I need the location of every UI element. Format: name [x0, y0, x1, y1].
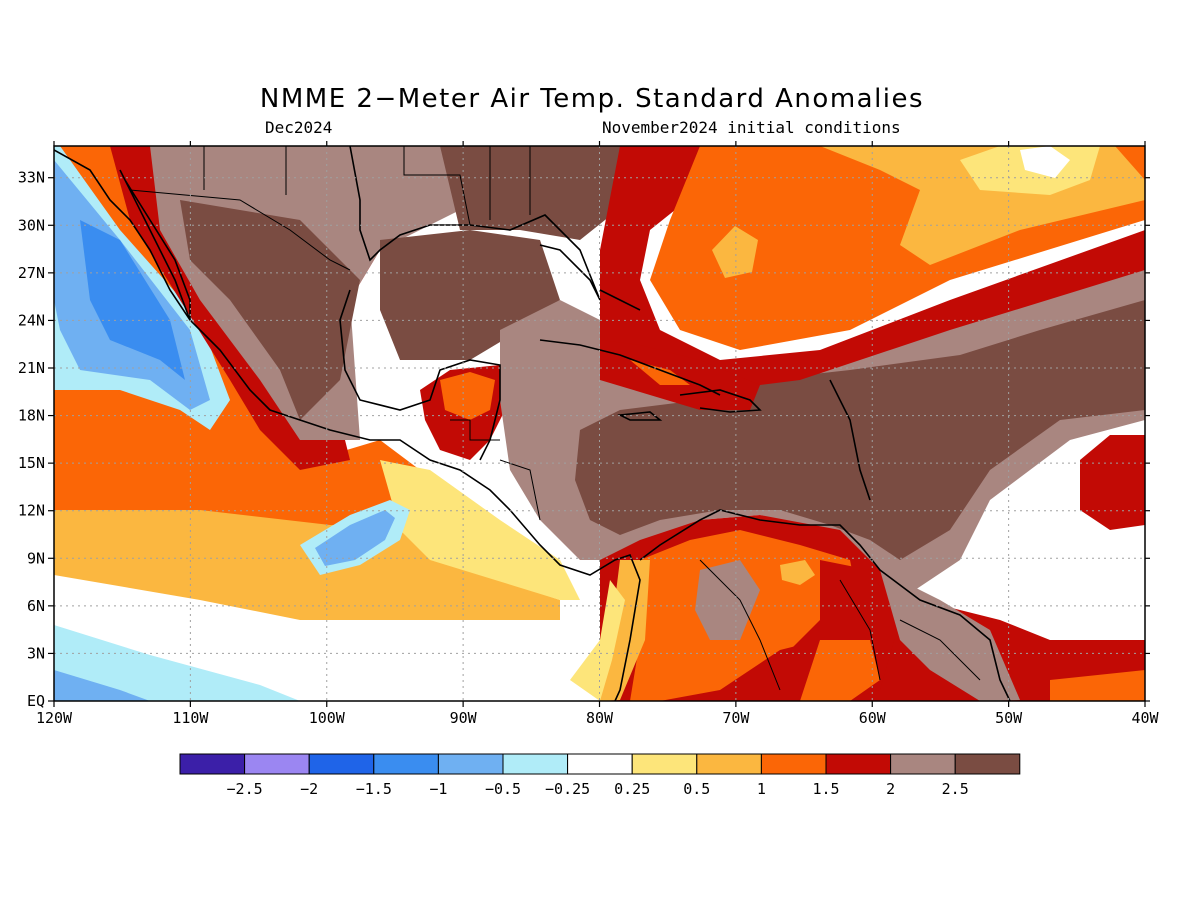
- pacific-blue-blob: [315, 510, 395, 566]
- yucatan-orange-region: [440, 372, 495, 420]
- legend-label: −1.5: [356, 780, 392, 798]
- amazon-orange-region: [800, 640, 880, 701]
- southwest-blue-band: [54, 670, 150, 701]
- mexico-dark-brown-region: [180, 200, 360, 420]
- legend-label: 0.25: [614, 780, 650, 798]
- us-dark-brown-region: [440, 146, 630, 240]
- lon-tick-label: 100W: [309, 709, 346, 727]
- lat-tick-label: 24N: [18, 311, 45, 329]
- legend-color-box: [631, 753, 698, 775]
- lat-tick-label: 9N: [27, 549, 45, 567]
- baja-coast-dark-blue-region: [80, 220, 185, 380]
- lat-tick-label: EQ: [27, 692, 45, 710]
- legend-color-box: [244, 753, 310, 775]
- lon-tick-label: 50W: [995, 709, 1023, 727]
- legend-color-box: [308, 753, 375, 775]
- lon-tick-label: 60W: [859, 709, 887, 727]
- caribbean-dark-brown-region: [575, 300, 1145, 560]
- map-title: NMME 2−Meter Air Temp. Standard Anomalie…: [259, 84, 925, 114]
- legend-label: 2.5: [942, 780, 969, 798]
- lat-tick-label: 6N: [27, 597, 45, 615]
- antilles-red-region: [600, 340, 760, 410]
- lat-tick-label: 33N: [18, 169, 45, 187]
- guianas-gray-region: [880, 570, 1020, 701]
- initial-conditions-label: November2024 initial conditions: [602, 118, 901, 137]
- legend-color-box: [760, 753, 827, 775]
- lat-tick-label: 3N: [27, 644, 45, 662]
- southwest-cool-band: [54, 625, 300, 701]
- orinoco-light-orange-blob: [780, 560, 815, 585]
- lat-tick-label: 21N: [18, 359, 45, 377]
- lat-tick-label: 18N: [18, 407, 45, 425]
- color-legend: −2.5 −2 −1.5 −1 −0.5 −0.25 0.25 0.5 1 1.5 2 2.5: [179, 753, 1021, 798]
- legend-color-box: [567, 753, 633, 775]
- legend-label: −1: [429, 780, 447, 798]
- colombia-yellow-strip: [570, 580, 625, 701]
- map-axes: 120W 110W 100W 90W 80W 70W 60W 50W 40W EQ 3N 6N 9N 12…: [18, 141, 1160, 727]
- legend-color-box: [179, 753, 246, 775]
- antilles-orange-region: [630, 360, 690, 385]
- lon-tick-label: 40W: [1131, 709, 1159, 727]
- atlantic-light-orange-blob: [712, 226, 758, 278]
- legend-color-box: [954, 753, 1021, 775]
- legend-label: 0.5: [683, 780, 710, 798]
- legend-label: 2: [886, 780, 895, 798]
- legend-color-box: [373, 753, 439, 775]
- lon-tick-label: 90W: [450, 709, 478, 727]
- lat-lon-grid: [54, 146, 1145, 701]
- legend-color-box: [696, 753, 762, 775]
- lat-tick-label: 30N: [18, 216, 45, 234]
- lon-tick-label: 120W: [36, 709, 73, 727]
- east-atlantic-red-blob: [1080, 435, 1145, 530]
- legend-color-box: [825, 753, 892, 775]
- country-borders: [129, 146, 981, 691]
- lon-tick-label: 70W: [722, 709, 750, 727]
- lat-tick-label: 12N: [18, 502, 45, 520]
- legend-color-box: [437, 753, 504, 775]
- lon-tick-label: 110W: [172, 709, 209, 727]
- atlantic-white-spot: [1020, 146, 1070, 178]
- legend-label: 1: [757, 780, 766, 798]
- legend-color-box: [502, 753, 569, 775]
- south-atlantic-orange-region: [1050, 670, 1145, 701]
- pacific-yellow-strip: [380, 460, 580, 600]
- legend-color-box: [890, 753, 956, 775]
- legend-label: −0.25: [545, 780, 590, 798]
- south-america-gray-region: [695, 560, 760, 640]
- legend-label: 1.5: [812, 780, 839, 798]
- legend-label: −0.5: [485, 780, 521, 798]
- legend-label: −2: [300, 780, 318, 798]
- lon-tick-label: 80W: [586, 709, 614, 727]
- lat-tick-label: 15N: [18, 454, 45, 472]
- legend-label: −2.5: [227, 780, 263, 798]
- forecast-month: Dec2024: [265, 118, 333, 137]
- lat-tick-label: 27N: [18, 264, 45, 282]
